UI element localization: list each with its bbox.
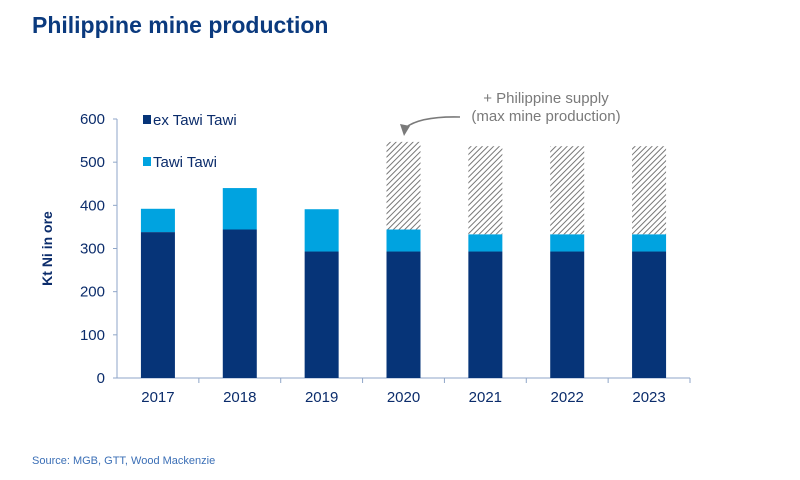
bar-ex-tawi-tawi <box>632 251 667 378</box>
bar-tawi-tawi <box>140 208 175 233</box>
x-tick-label: 2018 <box>223 389 256 406</box>
legend-label: ex Tawi Tawi <box>153 112 237 129</box>
chart-title: Philippine mine production <box>32 12 329 38</box>
bar-tawi-tawi <box>468 234 503 252</box>
legend-label: Tawi Tawi <box>153 154 217 171</box>
annotation-line1: + Philippine supply <box>483 90 609 107</box>
bar-tawi-tawi <box>304 209 339 252</box>
y-tick-label: 500 <box>80 154 105 171</box>
x-tick-label: 2021 <box>469 389 502 406</box>
y-axis-label: Kt Ni in ore <box>39 211 55 286</box>
bar-ex-tawi-tawi <box>304 251 339 378</box>
bar-ex-tawi-tawi <box>222 229 257 378</box>
x-tick-label: 2020 <box>387 389 420 406</box>
bar-tawi-tawi <box>632 234 667 252</box>
legend-swatch <box>143 157 151 166</box>
bar-tawi-tawi <box>386 229 421 252</box>
y-tick-label: 600 <box>80 111 105 128</box>
source-note: Source: MGB, GTT, Wood Mackenzie <box>32 455 216 467</box>
bar-tawi-tawi <box>550 234 585 252</box>
bar-philippine-supply <box>550 146 585 235</box>
y-tick-label: 400 <box>80 197 105 214</box>
bar-ex-tawi-tawi <box>386 251 421 378</box>
y-tick-label: 0 <box>97 370 105 387</box>
bar-ex-tawi-tawi <box>550 251 585 378</box>
bar-tawi-tawi <box>222 188 257 230</box>
y-tick-label: 200 <box>80 284 105 301</box>
bar-ex-tawi-tawi <box>140 232 175 378</box>
x-tick-label: 2019 <box>305 389 338 406</box>
legend-swatch <box>143 115 151 124</box>
annotation-arrow <box>404 116 461 129</box>
bar-philippine-supply <box>468 146 503 235</box>
x-tick-label: 2023 <box>632 389 665 406</box>
annotation-arrowhead <box>400 124 410 136</box>
bar-philippine-supply <box>386 141 421 230</box>
bar-philippine-supply <box>632 146 667 235</box>
y-tick-label: 100 <box>80 327 105 344</box>
annotation-line2: (max mine production) <box>471 108 620 125</box>
y-tick-label: 300 <box>80 241 105 258</box>
x-tick-label: 2017 <box>141 389 174 406</box>
x-tick-label: 2022 <box>551 389 584 406</box>
bar-ex-tawi-tawi <box>468 251 503 378</box>
